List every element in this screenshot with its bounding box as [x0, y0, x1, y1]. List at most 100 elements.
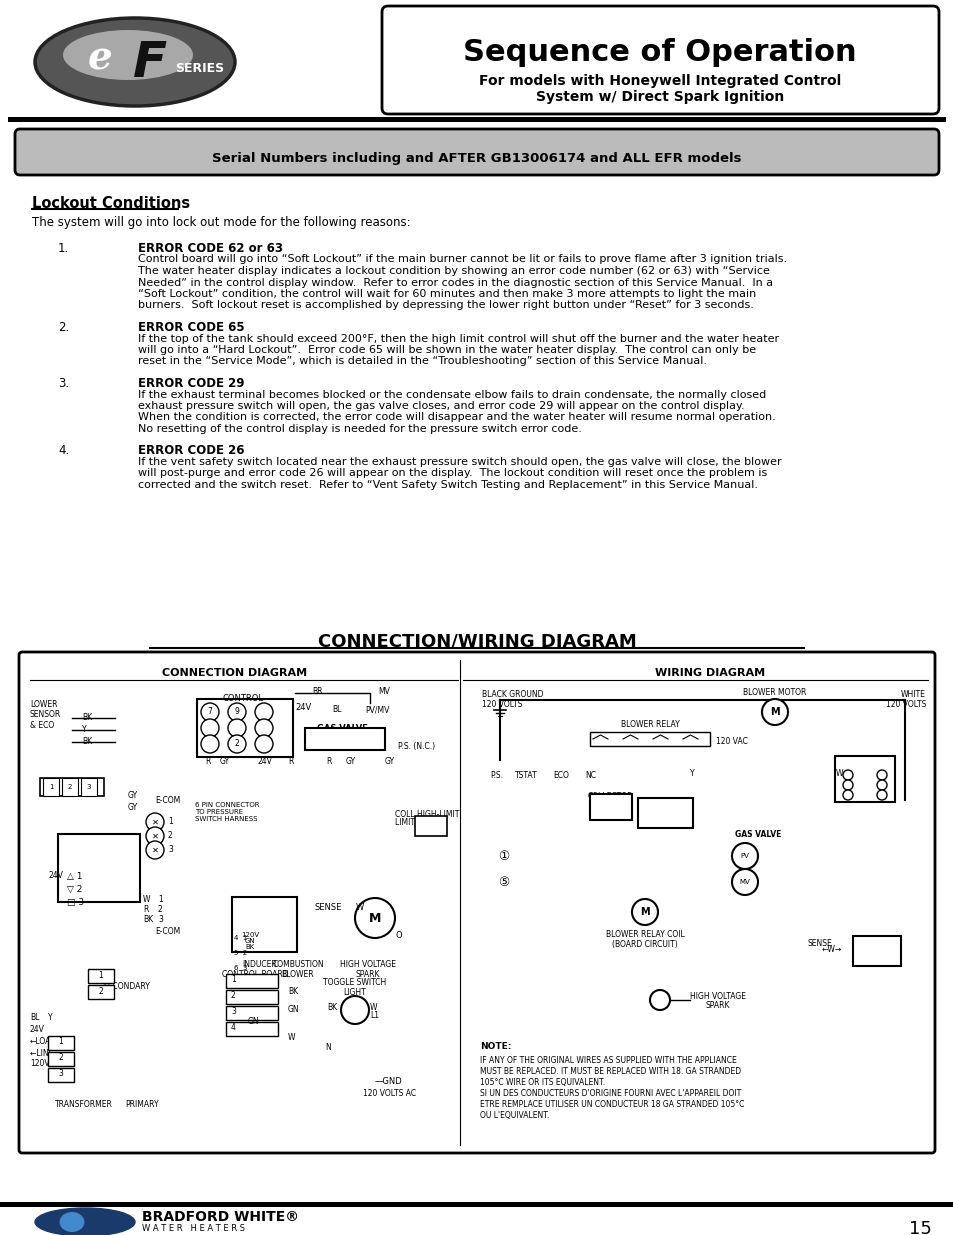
- FancyBboxPatch shape: [19, 652, 934, 1153]
- Circle shape: [254, 735, 273, 753]
- Bar: [88, 969, 113, 983]
- Text: TRANSFORMER: TRANSFORMER: [55, 1100, 112, 1109]
- Text: □ 3: □ 3: [67, 898, 84, 906]
- Text: L1: L1: [370, 1011, 378, 1020]
- Text: P.S. (N.C.): P.S. (N.C.): [397, 742, 435, 752]
- Text: BK: BK: [143, 915, 153, 925]
- Text: 24V: 24V: [30, 1025, 45, 1035]
- Text: OU L'EQUIVALENT.: OU L'EQUIVALENT.: [479, 1112, 549, 1120]
- Circle shape: [876, 769, 886, 781]
- Text: BK: BK: [82, 714, 92, 722]
- Text: —GND: —GND: [374, 1077, 401, 1087]
- Text: 6  3: 6 3: [233, 965, 247, 971]
- Text: 2: 2: [98, 987, 103, 995]
- Bar: [196, 699, 293, 757]
- Text: ECO: ECO: [553, 772, 568, 781]
- Text: ERROR CODE 29: ERROR CODE 29: [138, 377, 244, 390]
- Text: ERROR CODE 65: ERROR CODE 65: [138, 321, 244, 333]
- FancyBboxPatch shape: [381, 6, 938, 114]
- Text: BK: BK: [327, 1004, 336, 1013]
- Text: 1: 1: [58, 1037, 63, 1046]
- Text: SI UN DES CONDUCTEURS D'ORIGINE FOURNI AVEC L'APPAREIL DOIT: SI UN DES CONDUCTEURS D'ORIGINE FOURNI A…: [479, 1089, 740, 1098]
- Text: 3: 3: [158, 915, 163, 925]
- Text: R: R: [143, 905, 149, 914]
- Text: BL: BL: [332, 705, 341, 715]
- Text: COMBUSTION
BLOWER: COMBUSTION BLOWER: [272, 960, 323, 979]
- Text: HIGH VOLTAGE
SPARK: HIGH VOLTAGE SPARK: [339, 960, 395, 979]
- Bar: [62, 778, 78, 797]
- Text: WHITE
120 VOLTS: WHITE 120 VOLTS: [884, 690, 925, 709]
- Text: 1: 1: [49, 784, 53, 790]
- Circle shape: [842, 781, 852, 790]
- Text: NOTE:: NOTE:: [479, 1042, 511, 1051]
- Text: N: N: [325, 1044, 331, 1052]
- Text: ✕: ✕: [152, 846, 158, 855]
- Text: 1: 1: [168, 818, 172, 826]
- Text: SENSE: SENSE: [314, 904, 341, 913]
- Text: ERROR CODE 26: ERROR CODE 26: [138, 445, 244, 457]
- Circle shape: [842, 769, 852, 781]
- Bar: [226, 990, 277, 1004]
- Text: NC: NC: [584, 772, 596, 781]
- Text: W A T E R   H E A T E R S: W A T E R H E A T E R S: [142, 1224, 245, 1233]
- Circle shape: [254, 703, 273, 721]
- Text: F: F: [132, 40, 167, 86]
- Text: Y: Y: [48, 1014, 52, 1023]
- Text: If the top of the tank should exceed 200°F, then the high limit control will shu: If the top of the tank should exceed 200…: [138, 333, 779, 343]
- Text: E-COM: E-COM: [155, 927, 180, 936]
- Text: 4.: 4.: [58, 445, 70, 457]
- Text: W: W: [835, 768, 842, 778]
- Circle shape: [731, 869, 758, 895]
- Text: R: R: [326, 757, 331, 767]
- Text: 15: 15: [908, 1220, 931, 1235]
- Text: ←LINE ←: ←LINE ←: [30, 1050, 62, 1058]
- Text: Needed” in the control display window.  Refer to error codes in the diagnostic s: Needed” in the control display window. R…: [138, 278, 772, 288]
- Text: BLOWER MOTOR: BLOWER MOTOR: [742, 688, 806, 697]
- Text: GN: GN: [248, 1018, 259, 1026]
- Text: INDUCER: INDUCER: [242, 960, 276, 969]
- Bar: [81, 778, 97, 797]
- Text: SERIES: SERIES: [175, 62, 224, 74]
- Text: 105°C WIRE OR ITS EQUIVALENT.: 105°C WIRE OR ITS EQUIVALENT.: [479, 1078, 604, 1087]
- Bar: [88, 986, 113, 999]
- Bar: [48, 1052, 74, 1066]
- Text: BK: BK: [82, 737, 92, 746]
- Text: P.S.: P.S.: [490, 772, 502, 781]
- Text: 7: 7: [208, 708, 213, 716]
- Text: PV/MV: PV/MV: [365, 705, 389, 715]
- Text: 2: 2: [234, 740, 239, 748]
- Text: BLOWER RELAY: BLOWER RELAY: [620, 720, 679, 729]
- Bar: [305, 727, 385, 750]
- Text: 2: 2: [68, 784, 72, 790]
- Text: 120 VOLTS AC: 120 VOLTS AC: [363, 1089, 416, 1098]
- Text: GN: GN: [244, 939, 255, 944]
- Text: GY: GY: [128, 804, 138, 813]
- Text: SENSOR 1: SENSOR 1: [52, 782, 91, 790]
- Text: HIGH VOLTAGE: HIGH VOLTAGE: [689, 992, 745, 1002]
- Text: SENSE: SENSE: [807, 939, 832, 947]
- Text: 1: 1: [158, 895, 163, 904]
- Text: CONTROL: CONTROL: [222, 694, 263, 703]
- Circle shape: [761, 699, 787, 725]
- Text: BLACK GROUND
120 VOLTS: BLACK GROUND 120 VOLTS: [481, 690, 543, 709]
- Circle shape: [146, 841, 164, 860]
- Ellipse shape: [59, 1212, 85, 1233]
- Text: ERROR CODE 62 or 63: ERROR CODE 62 or 63: [138, 242, 283, 254]
- Text: 120 VAC: 120 VAC: [716, 737, 747, 746]
- Circle shape: [842, 790, 852, 800]
- Text: 24V: 24V: [294, 704, 311, 713]
- Ellipse shape: [35, 19, 234, 106]
- Bar: [638, 798, 692, 827]
- Text: Serial Numbers including and AFTER GB13006174 and ALL EFR models: Serial Numbers including and AFTER GB130…: [212, 152, 741, 165]
- Text: 3: 3: [231, 1008, 235, 1016]
- Text: 4  1: 4 1: [233, 935, 247, 941]
- Text: 6 PIN CONNECTOR: 6 PIN CONNECTOR: [194, 802, 259, 808]
- Text: ⑤: ⑤: [497, 876, 509, 888]
- Text: MUST BE REPLACED. IT MUST BE REPLACED WITH 18. GA STRANDED: MUST BE REPLACED. IT MUST BE REPLACED WI…: [479, 1067, 740, 1076]
- Text: DISPLAY: DISPLAY: [649, 800, 679, 809]
- Text: IF ANY OF THE ORIGINAL WIRES AS SUPPLIED WITH THE APPLIANCE: IF ANY OF THE ORIGINAL WIRES AS SUPPLIED…: [479, 1056, 736, 1065]
- Text: corrected and the switch reset.  Refer to “Vent Safety Switch Testing and Replac: corrected and the switch reset. Refer to…: [138, 480, 758, 490]
- Ellipse shape: [63, 30, 193, 80]
- Bar: [834, 756, 894, 802]
- Bar: [226, 974, 277, 988]
